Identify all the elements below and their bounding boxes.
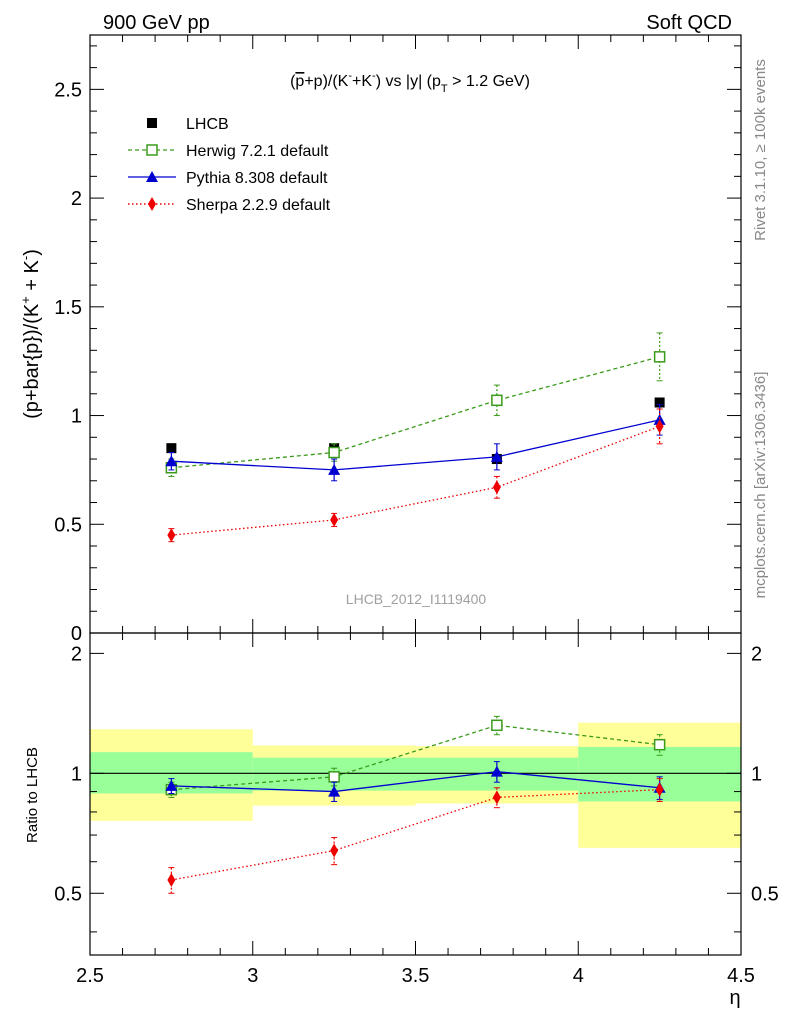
- legend-marker-sherpa: [148, 197, 156, 211]
- main-line-pythia: [171, 419, 660, 471]
- main-y-tick-label: 0: [71, 623, 82, 645]
- legend-label-sherpa: Sherpa 2.2.9 default: [186, 197, 331, 214]
- rivet-version-label: Rivet 3.1.10, ≥ 100k events: [752, 59, 769, 241]
- legend: LHCB Herwig 7.2.1 default Pythia 8.308 d…: [128, 116, 331, 214]
- ratio-point-pythia: [165, 779, 178, 791]
- main-point-lhcb: [654, 397, 665, 408]
- collision-label: 900 GeV pp: [103, 12, 210, 34]
- main-point-sherpa: [330, 512, 339, 527]
- main-series: [165, 332, 666, 543]
- main-point-pythia: [165, 455, 178, 467]
- main-y-axis-label: (p+bar{p})/(K+ + K-): [18, 249, 43, 419]
- legend-label-herwig: Herwig 7.2.1 default: [186, 143, 329, 160]
- ratio-line-pythia: [171, 770, 660, 793]
- legend-label-lhcb: LHCB: [186, 116, 229, 133]
- x-tick-label: 3.5: [402, 965, 430, 987]
- main-point-sherpa: [167, 528, 176, 543]
- ratio-y-tick-label-right: 1: [751, 763, 762, 785]
- ratio-y-tick-label-left: 1: [71, 763, 82, 785]
- main-series-herwig: [165, 332, 666, 477]
- main-y-tick-label: 0.5: [54, 514, 82, 536]
- ratio-y-tick-label-right: 0.5: [751, 883, 779, 905]
- main-line-sherpa: [171, 425, 660, 536]
- legend-marker-lhcb: [147, 118, 157, 128]
- main-point-herwig: [653, 351, 666, 363]
- ratio-y-axis-label: Ratio to LHCB: [24, 747, 41, 843]
- main-y-tick-label: 2.5: [54, 79, 82, 101]
- main-line-herwig: [171, 356, 660, 469]
- x-tick-label: 4: [573, 965, 584, 987]
- main-series-lhcb: [166, 397, 665, 465]
- ratio-point-herwig: [491, 719, 503, 732]
- main-point-pythia: [653, 413, 666, 425]
- main-point-lhcb: [166, 443, 177, 454]
- legend-marker-pythia: [146, 171, 158, 182]
- ratio-point-pythia: [328, 785, 341, 797]
- main-point-sherpa: [492, 480, 501, 495]
- main-series-sherpa: [167, 408, 664, 543]
- ratio-y-tick-label-right: 2: [751, 643, 762, 665]
- main-point-herwig: [328, 446, 340, 459]
- tick-labels: 2.5 3 3.5 4 4.5 0 0.5 1 1.5 2 2.5 0.5 0.5 1 1 2 2: [54, 79, 779, 987]
- main-point-sherpa: [655, 419, 664, 434]
- analysis-watermark: LHCB_2012_I1119400: [346, 591, 487, 607]
- legend-label-pythia: Pythia 8.308 default: [186, 170, 328, 187]
- main-series-pythia: [165, 404, 666, 482]
- ratio-point-herwig: [328, 771, 340, 783]
- ratio-point-herwig: [653, 738, 666, 751]
- main-y-tick-label: 1: [71, 406, 82, 428]
- x-axis-label: η: [729, 987, 740, 1009]
- main-y-tick-label: 2: [71, 188, 82, 210]
- main-point-pythia: [490, 450, 503, 462]
- ratio-point-pythia: [490, 765, 503, 777]
- category-label: Soft QCD: [646, 12, 732, 34]
- plot-title: (p+p)/(K-+K-) vs |y| (pT > 1.2 GeV): [290, 70, 530, 95]
- ratio-y-tick-label-left: 0.5: [54, 883, 82, 905]
- main-point-herwig: [491, 394, 503, 407]
- ratio-y-tick-label-left: 2: [71, 643, 82, 665]
- axis-ticks: [89, 35, 742, 955]
- ratio-point-sherpa: [167, 872, 176, 887]
- ratio-series-sherpa: [167, 778, 664, 894]
- ratio-line-herwig: [171, 724, 660, 791]
- legend-entry-pythia: Pythia 8.308 default: [128, 170, 328, 187]
- legend-marker-herwig: [146, 144, 158, 156]
- x-tick-label: 4.5: [727, 965, 755, 987]
- main-y-tick-label: 1.5: [54, 297, 82, 319]
- legend-entry-lhcb: LHCB: [147, 116, 229, 133]
- mcplots-reference-label: mcplots.cern.ch [arXiv:1306.3436]: [752, 372, 769, 599]
- ratio-bands: [90, 722, 741, 848]
- legend-entry-sherpa: Sherpa 2.2.9 default: [128, 197, 331, 214]
- ratio-point-sherpa: [655, 782, 664, 797]
- ratio-point-sherpa: [492, 790, 501, 805]
- legend-entry-herwig: Herwig 7.2.1 default: [128, 143, 329, 160]
- ratio-series: [165, 715, 666, 894]
- ratio-point-sherpa: [330, 843, 339, 858]
- x-tick-label: 3: [247, 965, 258, 987]
- x-tick-label: 2.5: [76, 965, 104, 987]
- main-point-pythia: [328, 463, 341, 475]
